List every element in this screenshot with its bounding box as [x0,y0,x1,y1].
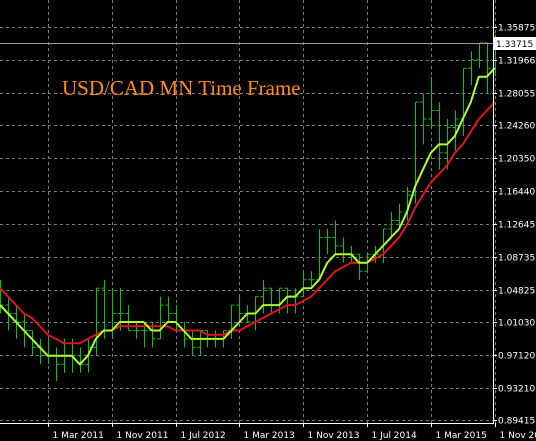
ohlc-bar [476,42,483,69]
x-tick-label: 1 Nov 2015 [500,431,536,441]
y-tick-label: 1.04825 [498,287,535,297]
y-tick-label: 1.28055 [498,90,535,100]
ohlc-bar [165,296,172,323]
y-tick-label: 1.08735 [498,254,535,264]
x-tick-label: 1 Nov 2011 [117,431,169,441]
ohlc-bar [308,271,315,289]
y-tick-label: 0.93210 [498,385,535,395]
fast-moving-average [0,67,496,366]
ohlc-bar [236,296,243,323]
current-price-label: 1.33715 [496,40,533,50]
y-axis: 1.35875 1.31966 1.28055 1.24260 1.20350 1.164… [493,24,535,427]
ohlc-bar [484,42,491,94]
y-tick-label: 0.89415 [498,417,535,427]
chart-title: USD/CAD MN Time Frame [62,76,301,100]
ohlc-bar [420,93,427,145]
slow-ma-line [0,101,496,345]
ohlc-bar [157,296,164,340]
fast-ma-line [0,67,496,366]
y-tick-label: 0.97120 [498,352,535,362]
x-axis: 1 Mar 2011 1 Nov 2011 1 Jul 2012 1 Mar 2013… [48,423,536,441]
ohlc-bar [356,253,363,280]
y-tick-label: 1.16440 [498,188,535,198]
ohlc-bar [428,76,435,128]
ohlc-bar [117,288,124,331]
y-tick-label: 1.20350 [498,155,535,165]
ohlc-bar [468,51,475,86]
y-tick-label: 1.24260 [498,122,535,132]
x-tick-label: 1 Jul 2014 [372,431,417,441]
y-tick-label: 1.31966 [498,57,535,67]
grid-lines [0,0,496,423]
x-tick-label: 1 Nov 2013 [308,431,360,441]
x-tick-label: 1 Mar 2011 [53,431,104,441]
ohlc-bar [388,212,395,238]
ohlc-bar [436,102,443,170]
x-tick-label: 1 Mar 2013 [244,431,295,441]
ohlc-bar [260,279,267,314]
x-tick-label: 1 Jul 2012 [181,431,226,441]
y-tick-label: 1.35875 [498,24,535,34]
ohlc-bar [300,271,307,298]
y-tick-label: 1.01030 [498,319,535,329]
current-price-box [494,37,536,50]
ohlc-bar [332,220,339,255]
slow-moving-average [0,101,496,345]
y-tick-label: 1.12645 [498,221,535,231]
ohlc-bar [324,228,331,255]
ohlc-bar [396,203,403,229]
ohlc-bar [29,329,36,356]
ohlc-bar [133,322,140,339]
ohlc-bar [93,287,100,356]
x-tick-label: 1 Mar 2015 [436,431,487,441]
ohlc-bar [452,110,459,153]
